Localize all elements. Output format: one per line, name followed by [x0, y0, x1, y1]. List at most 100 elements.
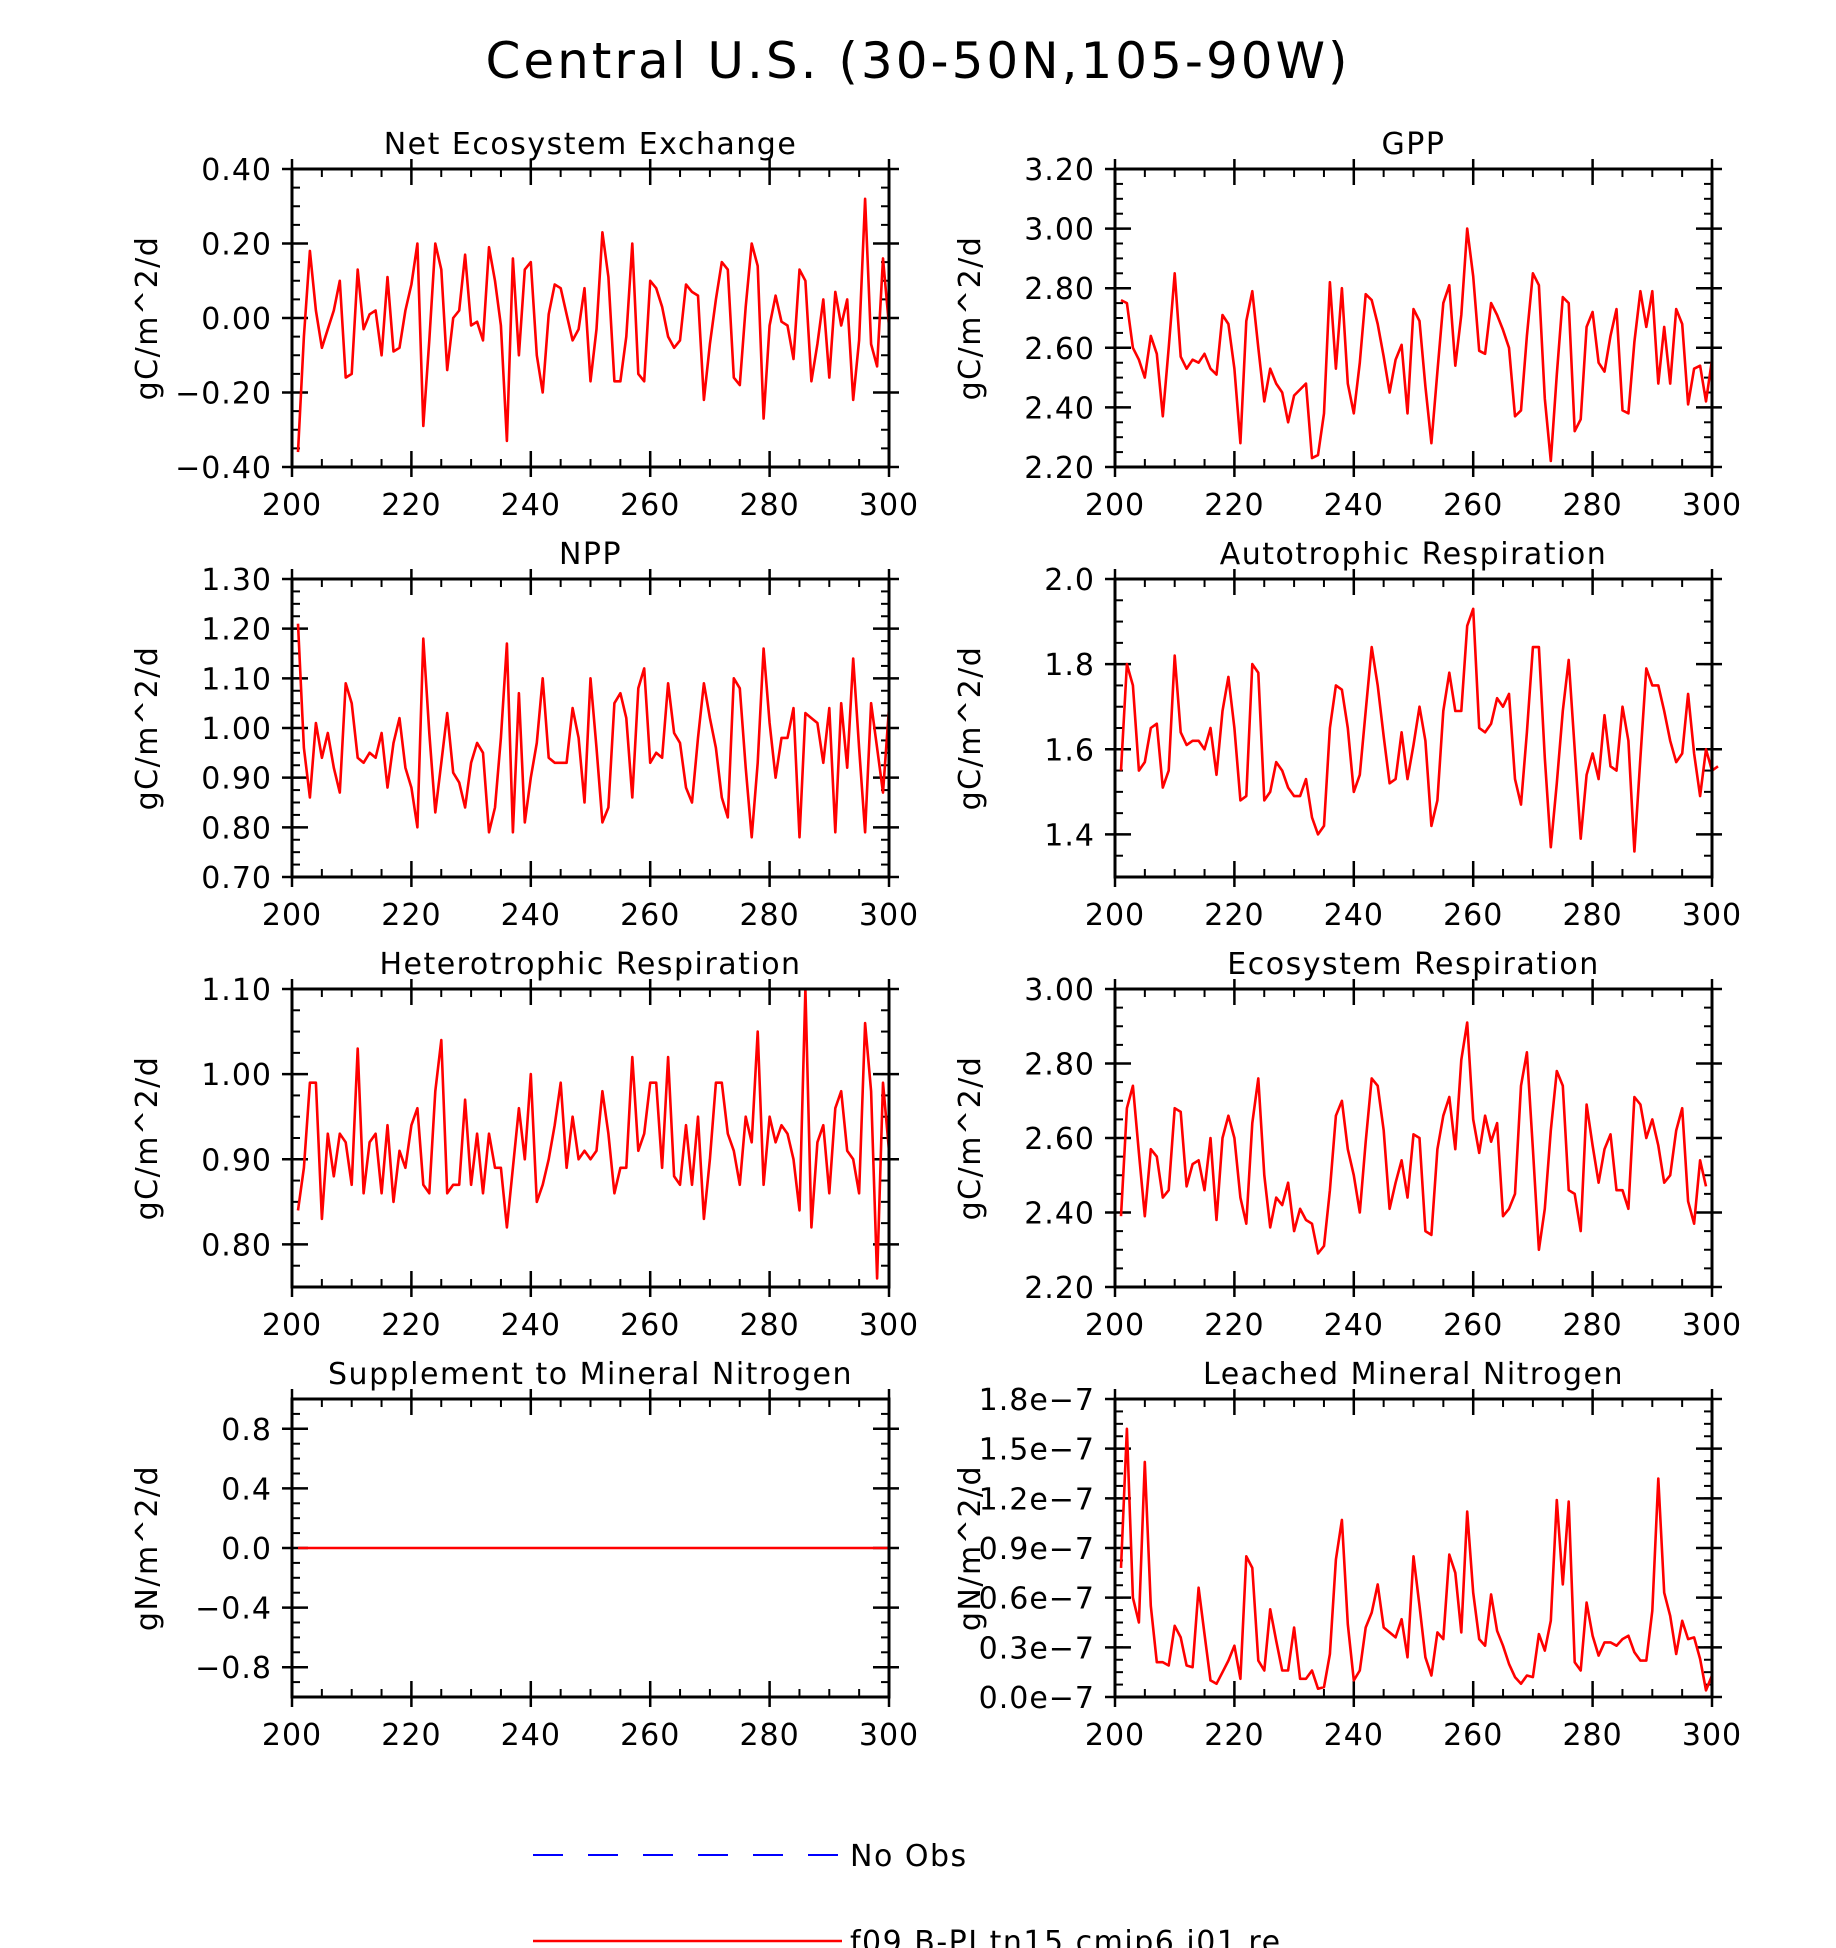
x-tick-label: 240: [1324, 898, 1384, 933]
x-tick-label: 240: [1324, 1718, 1384, 1753]
plot-frame: [1113, 987, 1714, 1289]
x-tick-label: 260: [1443, 1308, 1503, 1343]
y-tick-label: 0.80: [201, 1228, 272, 1263]
y-tick-label: −0.8: [195, 1651, 272, 1686]
x-tick-label: 200: [262, 488, 322, 523]
x-tick-label: 220: [381, 898, 441, 933]
y-tick-label: 0.90: [201, 762, 272, 797]
y-tick-label: 1.00: [201, 1058, 272, 1093]
y-tick-label: 0.8: [221, 1413, 272, 1448]
y-tick-label: 1.8: [1044, 648, 1095, 683]
series-line: [296, 197, 891, 453]
series-line: [1119, 1427, 1714, 1692]
x-tick-label: 300: [1682, 1718, 1742, 1753]
plot-frame: [1113, 167, 1714, 469]
chart-panel-gpp: GPP gC/m^2/d 200 220 240 260 280 300 2.20 2.40 2.6…: [953, 127, 1741, 523]
series-line: [296, 623, 891, 839]
y-tick-label: −0.20: [175, 377, 272, 412]
y-tick-label: 0.9e−7: [979, 1532, 1095, 1567]
y-axis-label: gC/m^2/d: [130, 1056, 165, 1221]
y-tick-label: −0.4: [195, 1592, 272, 1627]
plot-frame: [290, 1397, 891, 1699]
series-line: [1120, 227, 1714, 463]
x-tick-label: 260: [620, 1718, 680, 1753]
legend: No Obs f09.B-PI.tn15.cmip6.j01.re: [533, 1839, 1282, 1948]
legend-label-model: f09.B-PI.tn15.cmip6.j01.re: [850, 1925, 1282, 1948]
series-line: [1119, 1021, 1708, 1255]
y-tick-label: 2.40: [1024, 1197, 1095, 1232]
plot-frame: [1113, 1397, 1714, 1699]
y-tick-label: 1.8e−7: [979, 1383, 1095, 1418]
x-tick-label: 220: [381, 1308, 441, 1343]
plot-frame: [290, 167, 891, 469]
x-tick-label: 200: [1085, 1308, 1145, 1343]
x-tick-label: 300: [859, 1718, 919, 1753]
y-tick-label: 0.4: [221, 1472, 272, 1507]
x-tick-label: 300: [1682, 898, 1742, 933]
y-tick-label: 0.00: [201, 302, 272, 337]
x-tick-label: 300: [859, 488, 919, 523]
panel-title: Heterotrophic Respiration: [379, 947, 801, 982]
y-tick-label: 1.5e−7: [979, 1433, 1095, 1468]
panel-title: Ecosystem Respiration: [1227, 947, 1599, 982]
chart-panel-heterotrophic-respiration: Heterotrophic Respiration gC/m^2/d 200 220 2…: [130, 947, 918, 1343]
chart-panel-autotrophic-respiration: Autotrophic Respiration gC/m^2/d 200 220 240…: [953, 537, 1742, 933]
panel-title: GPP: [1382, 127, 1446, 162]
chart-panel-net-ecosystem-exchange: Net Ecosystem Exchange gC/m^2/d 200 220 240 2…: [130, 127, 919, 523]
x-tick-label: 200: [1085, 488, 1145, 523]
y-tick-label: 0.40: [201, 153, 272, 188]
x-tick-label: 240: [1324, 488, 1384, 523]
y-tick-label: 1.4: [1044, 818, 1095, 853]
y-tick-label: 3.00: [1024, 973, 1095, 1008]
x-tick-label: 240: [501, 488, 561, 523]
y-tick-label: 0.3e−7: [979, 1631, 1095, 1666]
y-axis-label: gC/m^2/d: [130, 236, 165, 401]
x-tick-label: 200: [262, 1718, 322, 1753]
y-axis-label: gC/m^2/d: [130, 646, 165, 811]
x-tick-label: 220: [1204, 1308, 1264, 1343]
panel-title: NPP: [559, 537, 622, 572]
x-tick-label: 280: [739, 1718, 799, 1753]
x-tick-label: 300: [1682, 1308, 1742, 1343]
panel-title: Leached Mineral Nitrogen: [1203, 1357, 1624, 1392]
x-tick-label: 280: [1562, 488, 1622, 523]
y-tick-label: 1.6: [1044, 733, 1095, 768]
y-axis-label: gC/m^2/d: [953, 236, 988, 401]
y-tick-label: 1.30: [201, 563, 272, 598]
figure-title: Central U.S. (30-50N,105-90W): [485, 32, 1350, 90]
y-tick-label: 0.0e−7: [979, 1681, 1095, 1716]
x-tick-label: 260: [620, 898, 680, 933]
x-tick-label: 280: [739, 1308, 799, 1343]
x-tick-label: 200: [1085, 898, 1145, 933]
x-tick-label: 200: [262, 898, 322, 933]
x-tick-label: 260: [1443, 488, 1503, 523]
panel-title: Supplement to Mineral Nitrogen: [328, 1357, 853, 1392]
y-axis-label: gN/m^2/d: [953, 1465, 988, 1631]
plot-frame: [1113, 577, 1714, 879]
y-tick-label: 2.20: [1024, 1271, 1095, 1306]
y-tick-label: 1.10: [201, 662, 272, 697]
y-tick-label: 3.20: [1024, 153, 1095, 188]
x-tick-label: 240: [501, 1718, 561, 1753]
chart-panel-leached-mineral-nitrogen: Leached Mineral Nitrogen gN/m^2/d 200 220 24…: [953, 1357, 1742, 1753]
y-tick-label: 0.6e−7: [979, 1582, 1095, 1617]
x-tick-label: 200: [262, 1308, 322, 1343]
x-tick-label: 240: [1324, 1308, 1384, 1343]
y-tick-label: 2.60: [1024, 1122, 1095, 1157]
y-tick-label: 2.0: [1044, 563, 1095, 598]
y-tick-label: 0.90: [201, 1143, 272, 1178]
y-tick-label: −0.40: [175, 451, 272, 486]
y-tick-label: 2.20: [1024, 451, 1095, 486]
x-tick-label: 280: [1562, 1308, 1622, 1343]
x-tick-label: 220: [1204, 1718, 1264, 1753]
y-tick-label: 0.20: [201, 228, 272, 263]
y-tick-label: 2.60: [1024, 332, 1095, 367]
x-tick-label: 300: [859, 898, 919, 933]
series-line: [296, 987, 891, 1280]
x-tick-label: 220: [381, 1718, 441, 1753]
legend-label-no-obs: No Obs: [850, 1839, 968, 1874]
y-tick-label: 0.70: [201, 861, 272, 896]
y-tick-label: 1.20: [201, 613, 272, 648]
chart-panel-supplement-to-mineral-nitrogen: Supplement to Mineral Nitrogen gN/m^2/d 20…: [130, 1357, 919, 1753]
panel-title: Autotrophic Respiration: [1220, 537, 1608, 572]
